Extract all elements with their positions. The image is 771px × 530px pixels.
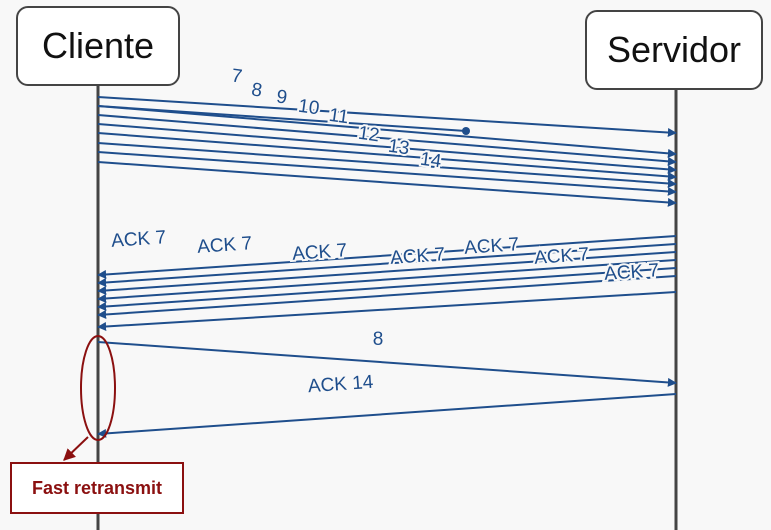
ack-arrow [97, 267, 677, 311]
ack-arrow [97, 275, 677, 319]
fast-retransmit-label: Fast retransmit [31, 477, 163, 498]
ack-label: ACK 7 [291, 240, 347, 265]
retransmit-label: 8 [373, 329, 384, 350]
segment-label: 13 [387, 136, 411, 160]
segment-label: 10 [297, 96, 321, 120]
retransmit-arrow [97, 341, 677, 387]
server-label: Servidor [606, 29, 742, 70]
segment-label: 8 [250, 79, 263, 101]
segment-label: 14 [419, 149, 443, 173]
segment-arrow [97, 161, 677, 207]
segment-arrow [97, 123, 677, 174]
ack-label: ACK 7 [533, 244, 589, 269]
segment-arrow [97, 105, 677, 158]
segment-arrow [97, 96, 677, 137]
segment-arrow [97, 132, 677, 181]
ack-label: ACK 7 [110, 227, 166, 252]
segment-label: 9 [275, 86, 288, 108]
ack-arrow [97, 235, 677, 279]
segment-label: 7 [230, 65, 243, 87]
client-node: Cliente [16, 6, 180, 86]
ack-label: ACK 7 [196, 233, 252, 258]
ack-arrow [97, 291, 677, 332]
fast-retransmit-callout: Fast retransmit [10, 462, 184, 514]
server-node: Servidor [585, 10, 763, 90]
segment-label: 12 [357, 123, 381, 147]
final-ack-label: ACK 14 [307, 372, 374, 398]
ack-label: ACK 7 [463, 234, 519, 259]
segment-arrow [97, 151, 677, 196]
client-label: Cliente [41, 25, 155, 66]
segment-arrow [97, 142, 677, 188]
ack-arrows [97, 235, 677, 332]
ack-arrow [97, 243, 677, 287]
duplicate-acks-highlight [80, 335, 116, 441]
callout-arrow [63, 436, 89, 461]
ack-arrow [97, 259, 677, 303]
segment-arrow [97, 114, 677, 166]
ack-label: ACK 7 [389, 244, 445, 269]
segment-arrows [97, 96, 677, 207]
final-ack-arrow [97, 393, 677, 438]
lost-segment-dot [462, 127, 470, 135]
segment-label: 11 [328, 105, 350, 129]
ack-label: ACK 7 [603, 260, 659, 285]
ack-arrow [97, 251, 677, 295]
